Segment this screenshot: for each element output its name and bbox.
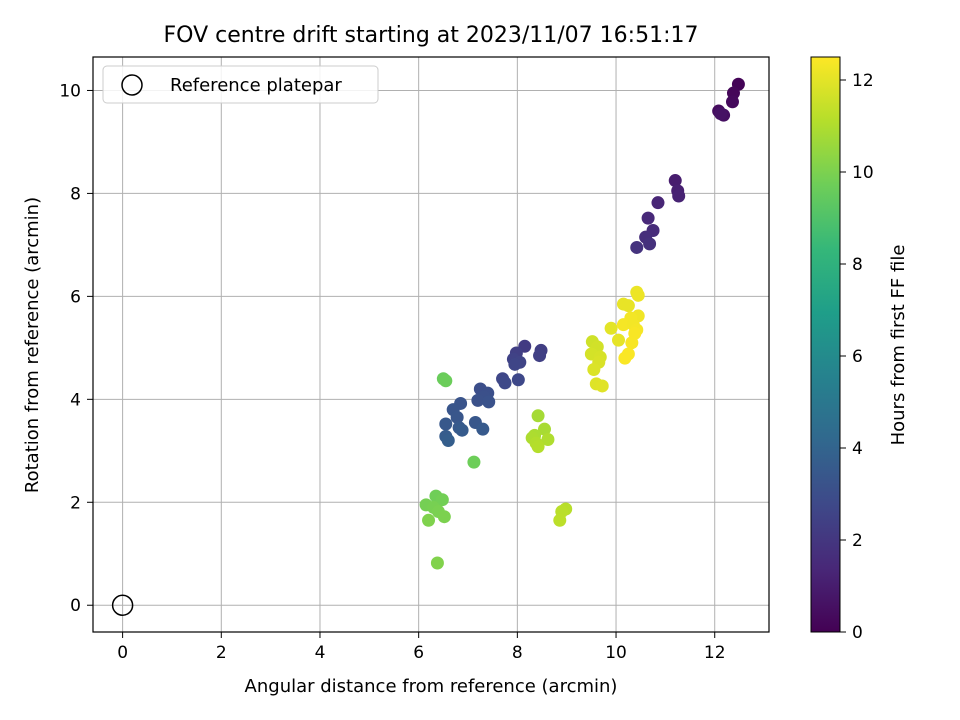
scatter-point	[625, 336, 639, 350]
scatter-point	[467, 455, 481, 469]
scatter-point	[541, 432, 555, 446]
y-tick-label: 4	[70, 390, 81, 410]
scatter-point	[531, 409, 545, 423]
y-tick-label: 10	[59, 81, 81, 101]
scatter-point	[668, 174, 682, 188]
scatter-point	[672, 189, 686, 203]
colorbar-tick-label: 6	[852, 347, 863, 367]
y-tick-label: 2	[70, 493, 81, 513]
grid-lines	[93, 57, 769, 632]
scatter-point	[630, 240, 644, 254]
scatter-point	[612, 333, 626, 347]
scatter-point	[422, 513, 436, 527]
x-tick-label: 2	[216, 643, 227, 663]
scatter-point	[439, 417, 453, 431]
scatter-point	[651, 196, 665, 210]
reference-marker-layer	[111, 594, 134, 616]
scatter-point	[621, 299, 635, 313]
scatter-point	[604, 321, 618, 335]
scatter-point	[587, 362, 601, 376]
scatter-point	[437, 510, 451, 524]
scatter-point	[511, 373, 525, 387]
scatter-point	[643, 237, 657, 251]
scatter-point	[430, 556, 444, 570]
scatter-point	[498, 376, 512, 390]
scatter-point	[725, 95, 739, 109]
x-tick-label: 10	[605, 643, 627, 663]
colorbar-tick-label: 8	[852, 255, 863, 275]
y-tick-label: 0	[70, 596, 81, 616]
x-tick-label: 4	[315, 643, 326, 663]
legend-entry-label: Reference platepar	[170, 75, 342, 96]
scatter-point	[616, 318, 630, 332]
scatter-point	[439, 374, 453, 388]
x-axis-label: Angular distance from reference (arcmin)	[245, 676, 618, 697]
data-points	[419, 77, 745, 570]
legend: Reference platepar	[102, 65, 379, 104]
scatter-point	[476, 422, 490, 436]
x-tick-label: 0	[117, 643, 128, 663]
legend-reference-marker-icon	[121, 74, 143, 96]
colorbar-tick-label: 0	[852, 623, 863, 643]
scatter-point	[618, 351, 632, 365]
y-axis-ticks: 0 2 4 6 8 10	[59, 81, 93, 616]
colorbar-tick-label: 10	[852, 163, 874, 183]
colorbar-tick-label: 12	[852, 71, 874, 91]
chart-title: FOV centre drift starting at 2023/11/07 …	[164, 23, 699, 48]
plot-area	[92, 56, 770, 633]
plot-frame	[92, 56, 770, 633]
colorbar-tick-label: 4	[852, 439, 863, 459]
scatter-point	[455, 423, 469, 437]
colorbar-tick-label: 2	[852, 531, 863, 551]
scatter-point	[531, 440, 545, 454]
scatter-point	[533, 349, 547, 363]
scatter-point	[471, 393, 485, 407]
scatter-point	[714, 107, 728, 121]
y-tick-label: 8	[70, 184, 81, 204]
scatter-point	[508, 357, 522, 371]
scatter-point	[537, 422, 551, 436]
scatter-point	[595, 379, 609, 393]
scatter-point	[450, 410, 464, 424]
colorbar-ticks: 0 2 4 6 8 10 12	[840, 71, 874, 643]
scatter-point	[641, 211, 655, 225]
scatter-point	[553, 513, 567, 527]
scatter-point	[631, 288, 645, 302]
colorbar-label: Hours from first FF file	[888, 245, 909, 446]
x-axis-ticks: 0 2 4 6 8 10 12	[117, 632, 726, 663]
scatter-point	[482, 395, 496, 409]
x-tick-label: 8	[512, 643, 523, 663]
scatter-point	[441, 434, 455, 448]
colorbar: 0 2 4 6 8 10 12 Hours from first FF file	[810, 56, 909, 643]
scatter-point	[435, 493, 449, 507]
colorbar-gradient	[810, 56, 841, 633]
x-tick-label: 6	[413, 643, 424, 663]
reference-platepar-marker	[111, 594, 134, 616]
x-tick-label: 12	[704, 643, 726, 663]
y-axis-label: Rotation from reference (arcmin)	[22, 197, 43, 493]
legend-box	[102, 65, 379, 104]
y-tick-label: 6	[70, 287, 81, 307]
